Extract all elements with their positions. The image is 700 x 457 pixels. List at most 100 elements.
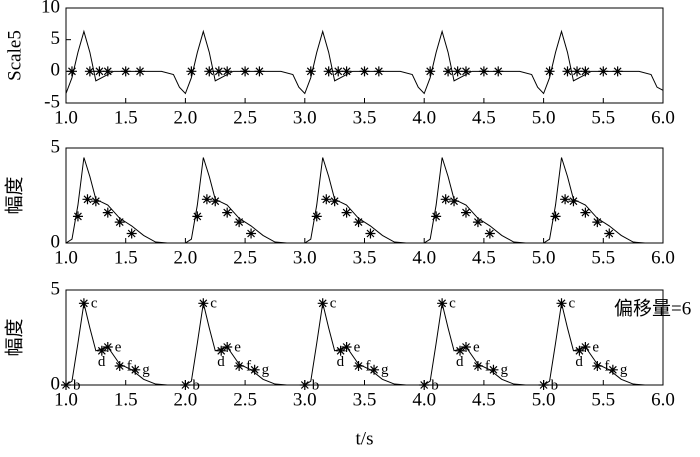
marker: [449, 196, 460, 207]
x-tick-label: 5.5: [591, 389, 615, 410]
marker: [538, 380, 549, 390]
marker: [472, 217, 483, 228]
x-tick-label: 4.0: [412, 247, 436, 268]
y-tick-label: 10: [41, 0, 60, 17]
marker: [425, 66, 436, 77]
x-tick-label: 2.0: [174, 107, 198, 128]
x-tick-label: 3.0: [293, 247, 317, 268]
point-label: e: [115, 339, 122, 355]
point-label: c: [569, 296, 576, 312]
x-tick-label: 2.5: [233, 389, 257, 410]
x-tick-label: 6.0: [651, 389, 675, 410]
marker: [472, 361, 483, 371]
point-label: c: [449, 296, 456, 312]
point-label: g: [142, 362, 150, 378]
marker: [192, 211, 203, 222]
marker: [102, 207, 113, 218]
point-label: b: [312, 377, 320, 393]
marker: [562, 66, 573, 77]
marker: [84, 66, 95, 77]
marker: [440, 194, 451, 205]
marker: [216, 345, 227, 356]
marker: [598, 66, 609, 77]
x-tick-label: 2.0: [174, 389, 198, 410]
marker: [341, 207, 352, 218]
point-label: e: [473, 339, 480, 355]
marker: [198, 298, 209, 309]
x-tick-label: 3.5: [353, 247, 377, 268]
marker: [550, 211, 561, 222]
marker: [329, 196, 340, 207]
y-axis-label: 幅度: [3, 318, 25, 356]
marker: [102, 66, 113, 77]
marker: [604, 228, 615, 239]
marker: [213, 66, 224, 77]
point-label: f: [127, 358, 132, 374]
point-label: d: [98, 354, 106, 370]
marker: [592, 361, 603, 371]
y-tick-label: 5: [51, 278, 61, 299]
annotation: 偏移量=6: [614, 297, 691, 319]
marker: [612, 66, 623, 77]
plot-frame: [65, 147, 664, 244]
marker: [580, 66, 591, 77]
x-tick-label: 2.0: [174, 247, 198, 268]
marker: [478, 66, 489, 77]
marker: [484, 228, 495, 239]
marker: [359, 66, 370, 77]
y-tick-label: 5: [51, 28, 61, 49]
marker: [455, 345, 466, 356]
marker: [222, 207, 233, 218]
x-tick-label: 3.0: [293, 107, 317, 128]
marker: [114, 217, 125, 228]
marker: [568, 196, 579, 207]
marker: [222, 66, 233, 77]
marker: [102, 342, 113, 352]
point-label: g: [620, 362, 628, 378]
marker: [249, 364, 260, 375]
point-label: c: [91, 296, 98, 312]
point-label: c: [210, 296, 217, 312]
marker: [61, 380, 71, 390]
marker: [493, 66, 504, 77]
x-tick-label: 3.5: [353, 389, 377, 410]
marker: [94, 66, 105, 77]
point-label: d: [337, 354, 345, 370]
y-tick-label: 0: [51, 373, 61, 394]
y-axis-label: Scale5: [4, 30, 25, 81]
marker: [234, 217, 245, 228]
x-tick-label: 5.5: [591, 247, 615, 268]
x-tick-label: 5.5: [591, 107, 615, 128]
marker: [353, 361, 364, 371]
marker: [130, 364, 141, 375]
x-tick-label: 1.5: [114, 107, 138, 128]
marker: [305, 66, 316, 77]
point-label: g: [500, 362, 508, 378]
point-label: d: [575, 354, 583, 370]
point-label: b: [192, 377, 200, 393]
marker: [66, 66, 77, 77]
x-tick-label: 1.5: [114, 247, 138, 268]
marker: [234, 361, 245, 371]
marker: [204, 66, 215, 77]
x-tick-label: 4.5: [472, 247, 496, 268]
waveform: [65, 303, 663, 386]
marker: [592, 217, 603, 228]
x-axis-label: t/s: [356, 428, 374, 449]
x-tick-label: 4.5: [472, 389, 496, 410]
marker: [560, 194, 571, 205]
marker: [460, 66, 471, 77]
x-tick-label: 4.0: [412, 389, 436, 410]
y-tick-label: 0: [51, 60, 61, 81]
marker: [353, 217, 364, 228]
point-label: b: [431, 377, 439, 393]
marker: [419, 380, 430, 390]
y-axis-label: 幅度: [3, 176, 25, 214]
plot-frame: [65, 7, 664, 104]
marker: [369, 364, 380, 375]
x-tick-label: 4.0: [412, 107, 436, 128]
marker: [580, 207, 591, 218]
point-label: g: [262, 362, 270, 378]
waveform: [65, 29, 664, 95]
point-label: b: [551, 377, 559, 393]
